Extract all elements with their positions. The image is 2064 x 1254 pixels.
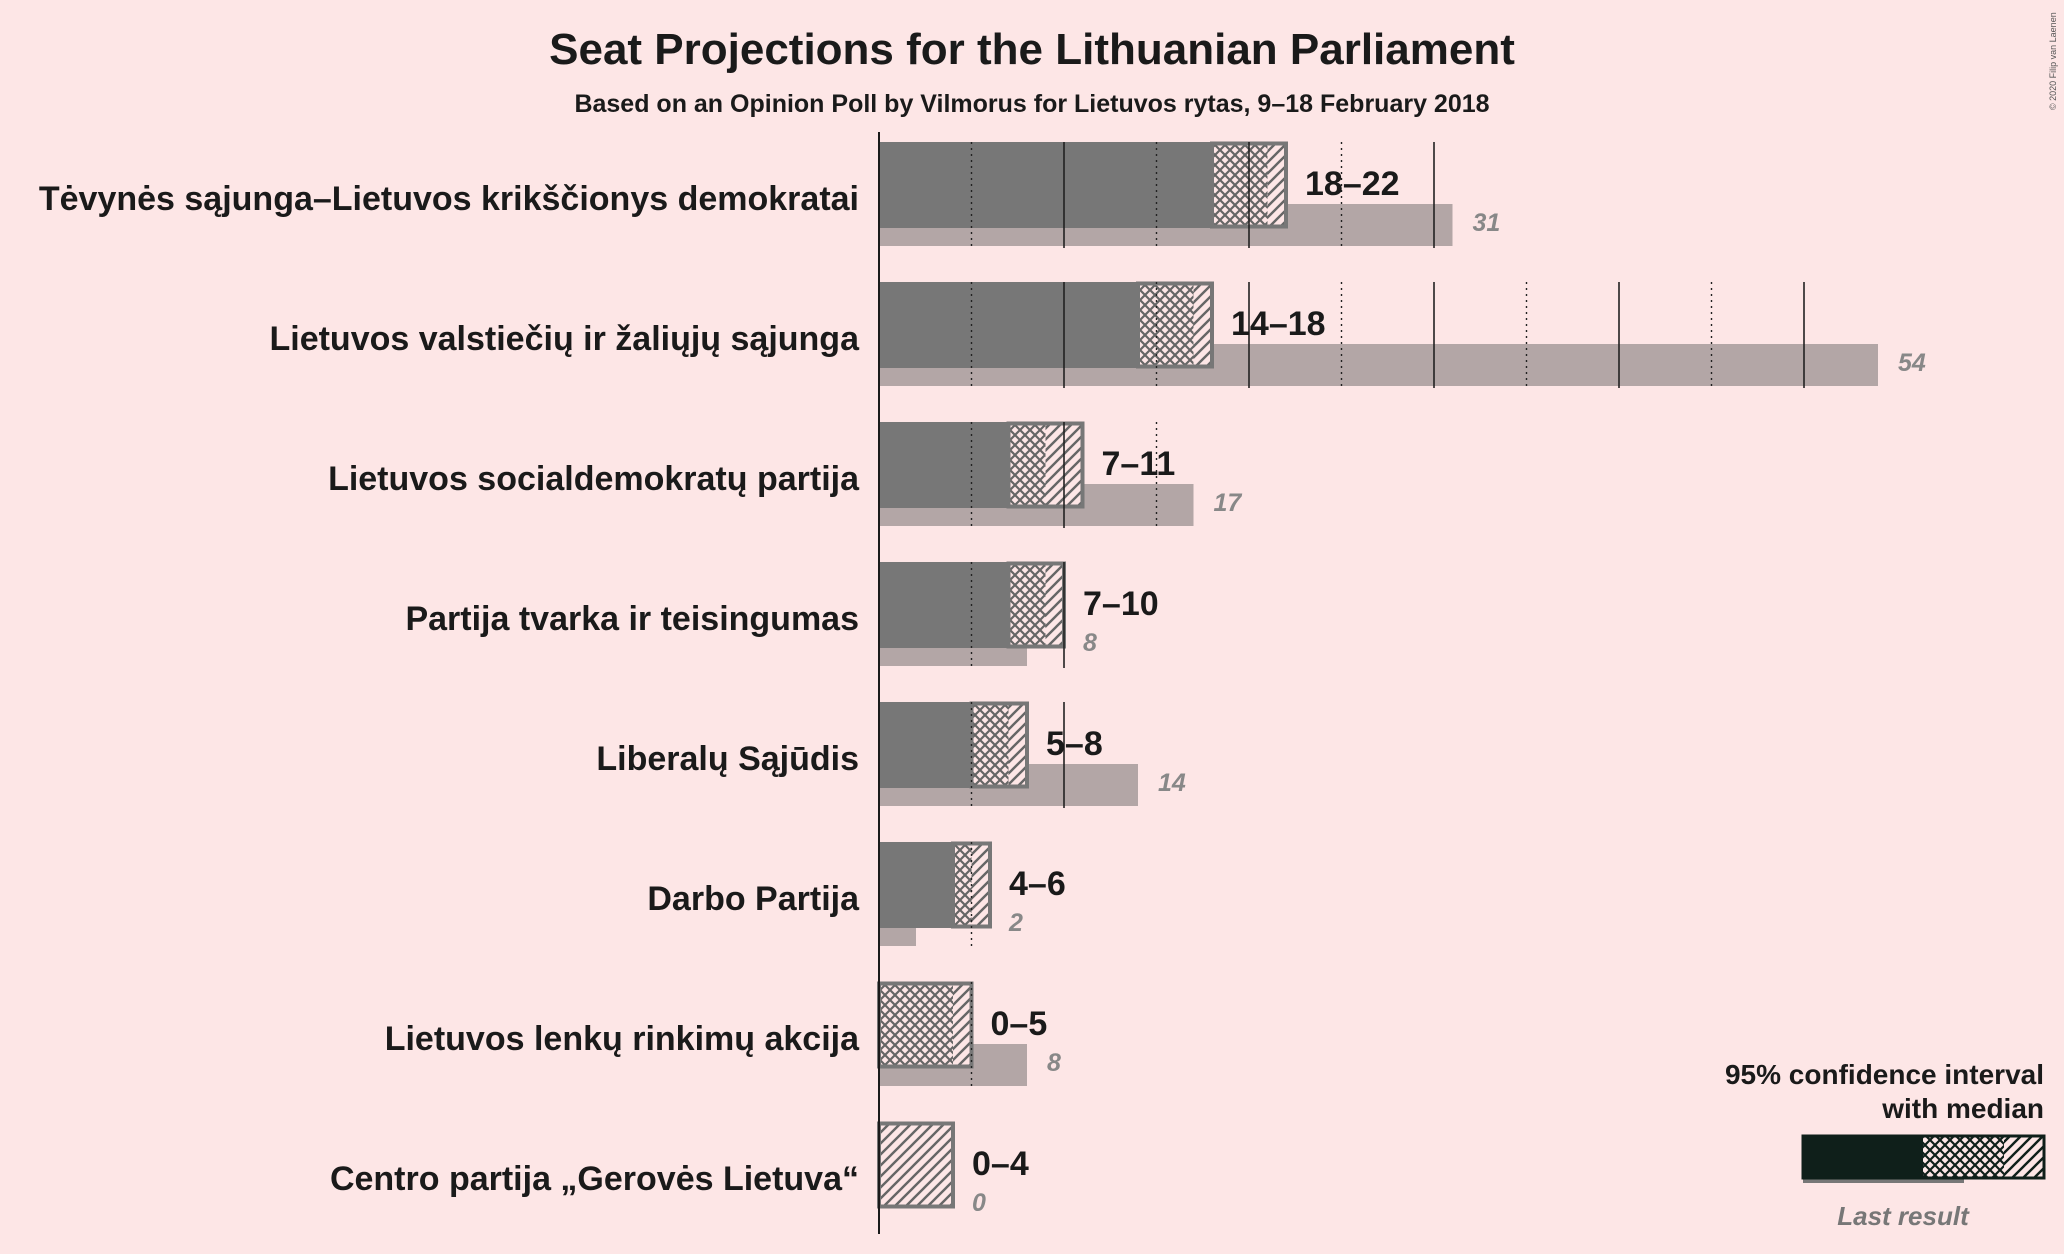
range-label: 5–8 [1046, 725, 1103, 763]
ci-lower-solid-bar [879, 142, 1212, 228]
ci-outline [1006, 421, 1085, 509]
party-label: Tėvynės sąjunga–Lietuvos krikščionys dem… [39, 180, 859, 218]
ci-to-median-hatch [879, 982, 953, 1068]
legend-ci-outline [1801, 1134, 2046, 1180]
median-to-ci-high-hatch [1008, 702, 1027, 788]
party-label: Lietuvos lenkų rinkimų akcija [385, 1020, 860, 1058]
legend-title-line2: with median [1881, 1093, 2044, 1124]
legend-title-line1: 95% confidence interval [1725, 1059, 2044, 1090]
party-label: Darbo Partija [647, 880, 860, 918]
median-to-ci-high-hatch [1045, 562, 1064, 648]
ci-to-median-hatch [953, 842, 972, 928]
party-label: Centro partija „Gerovės Lietuva“ [330, 1160, 859, 1198]
last-result-label: 17 [1214, 489, 1243, 517]
last-result-label: 8 [1083, 629, 1097, 657]
ci-to-median-hatch [1008, 422, 1046, 508]
last-result-label: 14 [1158, 769, 1186, 797]
bar-rows: Tėvynės sąjunga–Lietuvos krikščionys dem… [39, 141, 1926, 1217]
median-to-ci-high-hatch [953, 982, 972, 1068]
party-label: Partija tvarka ir teisingumas [405, 600, 859, 638]
range-label: 0–5 [991, 1005, 1048, 1043]
party-label: Liberalų Sąjūdis [596, 740, 859, 778]
legend-last-result-label: Last result [1837, 1201, 1970, 1231]
ci-outline [1136, 281, 1214, 369]
range-label: 14–18 [1231, 305, 1326, 343]
copyright-note: © 2020 Filip van Laenen [2048, 12, 2058, 110]
median-to-ci-high-hatch [1267, 142, 1286, 228]
median-to-ci-high-hatch [971, 842, 990, 928]
chart-title: Seat Projections for the Lithuanian Parl… [549, 25, 1515, 74]
party-label: Lietuvos socialdemokratų partija [328, 460, 860, 498]
party-label: Lietuvos valstiečių ir žaliųjų sąjunga [269, 320, 860, 358]
range-label: 4–6 [1009, 865, 1066, 903]
ci-lower-solid-bar [879, 702, 972, 788]
legend-ci-lower-hatch [1923, 1136, 2004, 1178]
median-to-ci-high-hatch [879, 1122, 953, 1208]
ci-to-median-hatch [1138, 282, 1194, 368]
last-result-label: 0 [972, 1189, 986, 1217]
ci-to-median-hatch [1008, 562, 1046, 648]
range-label: 18–22 [1305, 165, 1400, 203]
range-label: 7–10 [1083, 585, 1159, 623]
range-label: 7–11 [1102, 445, 1176, 483]
range-label: 0–4 [972, 1145, 1029, 1183]
chart-subtitle: Based on an Opinion Poll by Vilmorus for… [574, 90, 1489, 118]
legend-median-bar [1803, 1136, 1923, 1178]
ci-lower-solid-bar [879, 422, 1009, 508]
ci-lower-solid-bar [879, 282, 1138, 368]
last-result-label: 2 [1008, 909, 1023, 937]
last-result-label: 31 [1473, 209, 1501, 237]
legend-ci-upper-hatch [2004, 1136, 2044, 1178]
ci-lower-solid-bar [879, 842, 953, 928]
median-to-ci-high-hatch [1193, 282, 1212, 368]
ci-lower-solid-bar [879, 562, 1009, 648]
last-result-label: 8 [1047, 1049, 1061, 1077]
last-result-label: 54 [1898, 349, 1926, 377]
ci-to-median-hatch [971, 702, 1009, 788]
legend: 95% confidence interval with median Last… [1725, 1059, 2046, 1231]
ci-to-median-hatch [1212, 142, 1268, 228]
